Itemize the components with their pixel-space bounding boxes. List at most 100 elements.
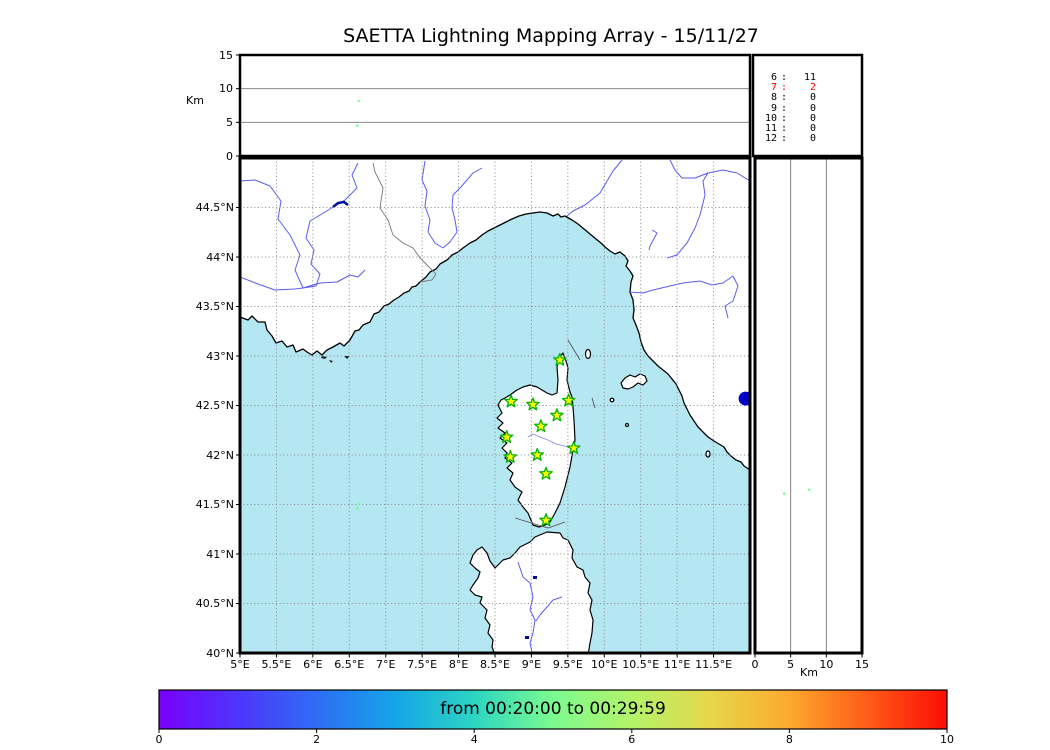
count-value: 0 [809,133,816,145]
separator: : [780,112,788,124]
map-lat-tick-label: 41.5°N [195,498,234,511]
colorbar [158,689,948,730]
capraia-island [584,348,592,360]
map-lon-tick-label: 9°E [521,658,542,671]
map-lat-tick-label: 44°N [206,250,234,264]
hour-label: 6 [770,72,777,83]
sardinia-rivers [517,561,563,653]
map-lon-tick-label: 8°E [448,658,469,671]
alt-lon-tick-label: 10 [219,82,233,96]
hour-count-row: 8: 0 [753,93,856,103]
mainland-coastline [240,211,750,471]
station-star-marker [534,419,548,433]
count-value: 0 [809,112,816,124]
station-star-marker [550,408,564,422]
station-star-marker [566,440,581,454]
map-lon-tick-label: 7°E [375,658,396,671]
map-lon-tick-label: 5°E [230,658,250,671]
lma-station-markers [499,352,581,527]
alt-lat-tick-label: 15 [855,658,869,671]
map-lat-tick-label: 40°N [206,646,234,660]
count-value: 2 [809,82,816,94]
map-lon-tick-label: 8.5°E [480,658,510,671]
hour-count-row: 12: 0 [753,134,856,144]
alt-lon-source-dots [356,99,361,127]
hour-label: 10 [764,112,777,124]
sardinia [469,531,594,653]
hour-count-row: 11: 0 [753,123,856,135]
alt-lat-tick-label: 10 [819,658,834,671]
sardinia-reservoir [533,576,537,579]
station-star-marker [539,513,553,527]
colorbar-tick-label: 10 [940,733,954,746]
vhf-source-dot [355,507,359,510]
hour-count-panel-box [751,53,864,158]
colorbar-tick-label: 4 [470,733,478,746]
map-lon-tick-label: 10°E [591,658,618,671]
map-lat-tick-label: 42.5°N [195,399,234,412]
count-value: 0 [809,123,816,135]
map-lon-tick-label: 6°E [303,658,323,671]
station-star-marker [503,449,518,463]
station-star-marker [499,430,514,444]
separator: : [780,72,788,83]
map-gridlines [240,158,750,653]
sardinia-reservoir [525,636,529,639]
station-star-marker [561,393,576,407]
hour-label: 11 [764,123,777,135]
giglio-island [705,450,711,458]
map-panel [238,156,752,655]
vhf-source-dot [356,124,359,127]
hour-label: 9 [770,102,777,114]
alt-lat-xlabel: Km [800,666,818,679]
separator: : [780,82,788,94]
count-value: 0 [809,92,816,104]
separator: : [780,102,788,114]
map-lon-tick-label: 11.5°E [695,658,733,671]
map-lon-tick-label: 11°E [663,658,691,671]
station-star-marker [539,466,553,480]
colorbar-tick-label: 0 [155,733,163,746]
station-star-marker [553,352,567,366]
alt-lon-tick-label: 15 [219,48,233,62]
colorbar-tick-label: 2 [313,733,321,746]
map-lon-tick-label: 9.5°E [552,658,583,671]
boundary-line-segments [514,339,596,529]
alt-lat-tick-label: 0 [751,658,759,671]
alt-lat-source-dots [782,488,811,495]
map-lat-tick-label: 44.5°N [195,201,234,214]
map-lat-tick-label: 41°N [206,547,234,561]
station-star-marker [530,447,545,461]
map-lat-tick-label: 40.5°N [195,597,234,610]
alt-vs-lon-panel [238,53,752,158]
alt-lon-tick-label: 0 [226,149,233,163]
separator: : [780,133,788,145]
hour-label: 8 [770,92,777,104]
separator: : [780,92,788,104]
station-star-marker [504,394,518,408]
vhf-source-dot [782,492,786,495]
separator: : [780,123,788,135]
map-lat-tick-label: 43.5°N [195,300,234,313]
map-lat-tick-label: 42°N [206,448,234,462]
count-value: 11 [803,72,816,83]
axis-tick-marks [158,54,948,733]
coastal-islets [321,356,350,363]
alt-lat-tick-label: 5 [787,658,795,671]
colorbar-tick-label: 8 [785,733,793,746]
hour-count-row: 10: 0 [753,112,856,124]
flash-dot [738,391,750,406]
corsica-river [527,433,573,450]
small-island [624,422,630,428]
colorbar-gradient [158,689,948,730]
station-star-marker [526,397,540,411]
map-lon-tick-label: 10.5°E [622,658,660,671]
map-lon-tick-label: 5.5°E [261,658,292,671]
hour-label: 7 [770,82,777,94]
country-border [372,162,437,283]
alt-vs-lat-panel [753,156,864,655]
map-lat-tick-label: 43°N [206,349,234,363]
montecristo-island [609,397,615,403]
hour-label: 12 [764,133,777,145]
